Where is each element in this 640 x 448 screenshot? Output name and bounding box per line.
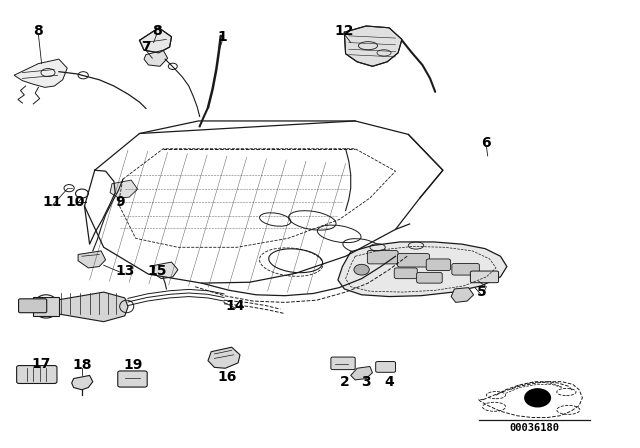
- Text: 14: 14: [226, 298, 245, 313]
- Text: 7: 7: [141, 40, 151, 54]
- Polygon shape: [110, 180, 138, 198]
- FancyBboxPatch shape: [118, 371, 147, 387]
- Polygon shape: [78, 251, 106, 268]
- Polygon shape: [208, 347, 240, 368]
- Text: 00036180: 00036180: [509, 423, 559, 433]
- Text: 10: 10: [66, 195, 85, 210]
- Circle shape: [525, 389, 550, 407]
- Polygon shape: [144, 50, 168, 66]
- Text: 8: 8: [33, 24, 44, 39]
- Text: 5: 5: [476, 285, 486, 299]
- Text: 16: 16: [218, 370, 237, 384]
- Polygon shape: [351, 366, 372, 380]
- Polygon shape: [33, 297, 59, 316]
- Text: 17: 17: [32, 357, 51, 371]
- Polygon shape: [344, 26, 402, 66]
- FancyBboxPatch shape: [470, 271, 499, 283]
- Polygon shape: [154, 262, 178, 279]
- FancyBboxPatch shape: [397, 254, 429, 267]
- Polygon shape: [14, 59, 67, 87]
- FancyBboxPatch shape: [426, 259, 451, 271]
- FancyBboxPatch shape: [417, 272, 442, 283]
- FancyBboxPatch shape: [331, 357, 355, 370]
- Circle shape: [354, 264, 369, 275]
- Text: 3: 3: [361, 375, 371, 389]
- Polygon shape: [140, 28, 172, 53]
- Text: 12: 12: [335, 24, 354, 39]
- Text: 11: 11: [43, 195, 62, 210]
- Polygon shape: [32, 292, 128, 322]
- Text: 13: 13: [115, 264, 134, 278]
- Text: 9: 9: [115, 195, 125, 210]
- Text: 18: 18: [72, 358, 92, 372]
- Polygon shape: [338, 242, 507, 297]
- Text: 2: 2: [339, 375, 349, 389]
- Text: 19: 19: [124, 358, 143, 372]
- Polygon shape: [72, 375, 93, 390]
- FancyBboxPatch shape: [394, 268, 417, 279]
- FancyBboxPatch shape: [367, 250, 398, 264]
- FancyBboxPatch shape: [452, 263, 479, 275]
- FancyBboxPatch shape: [19, 299, 47, 313]
- Text: 8: 8: [152, 24, 162, 39]
- Text: 6: 6: [481, 136, 492, 151]
- FancyBboxPatch shape: [376, 362, 396, 372]
- FancyBboxPatch shape: [17, 366, 57, 383]
- Polygon shape: [451, 288, 474, 302]
- Text: 4: 4: [384, 375, 394, 389]
- Text: 15: 15: [147, 264, 166, 278]
- Text: 1: 1: [218, 30, 228, 44]
